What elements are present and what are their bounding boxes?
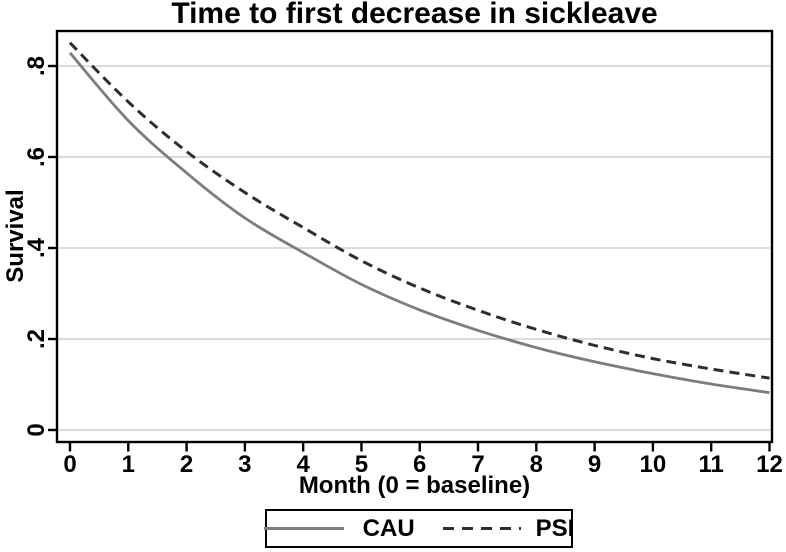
legend-label-psi: PSI [535,514,575,542]
legend: CAU PSI [263,509,575,548]
legend-solid-line-swatch [263,527,344,530]
x-tick-label: 3 [238,451,252,478]
x-tick-label: 2 [179,451,194,478]
x-axis-title: Month (0 = baseline) [298,472,531,499]
x-tick-label: 8 [529,451,543,478]
x-tick-label: 10 [639,451,667,478]
y-tick-label: .6 [23,146,50,168]
y-tick-label: .4 [23,237,50,259]
y-tick-label: 0 [23,423,50,437]
x-tick-label: 11 [698,451,724,478]
x-tick-label: 0 [63,451,77,478]
plot-border [55,29,774,444]
chart-title: Time to first decrease in sickleave [171,0,658,30]
x-tick-label: 12 [756,451,783,478]
x-tick-label: 1 [121,451,135,478]
x-tick-label: 5 [354,451,369,478]
y-tick-label: .8 [23,55,50,77]
x-tick-label: 9 [587,451,602,478]
y-tick-label: .2 [23,328,50,350]
x-tick-label: 7 [471,451,485,478]
curve-cau [68,51,770,395]
x-tick-label: 6 [413,451,427,478]
curve-psi [68,41,770,380]
x-tick-label: 4 [296,451,310,478]
legend-dashed-line-swatch [442,527,521,530]
legend-label-cau: CAU [362,514,415,542]
